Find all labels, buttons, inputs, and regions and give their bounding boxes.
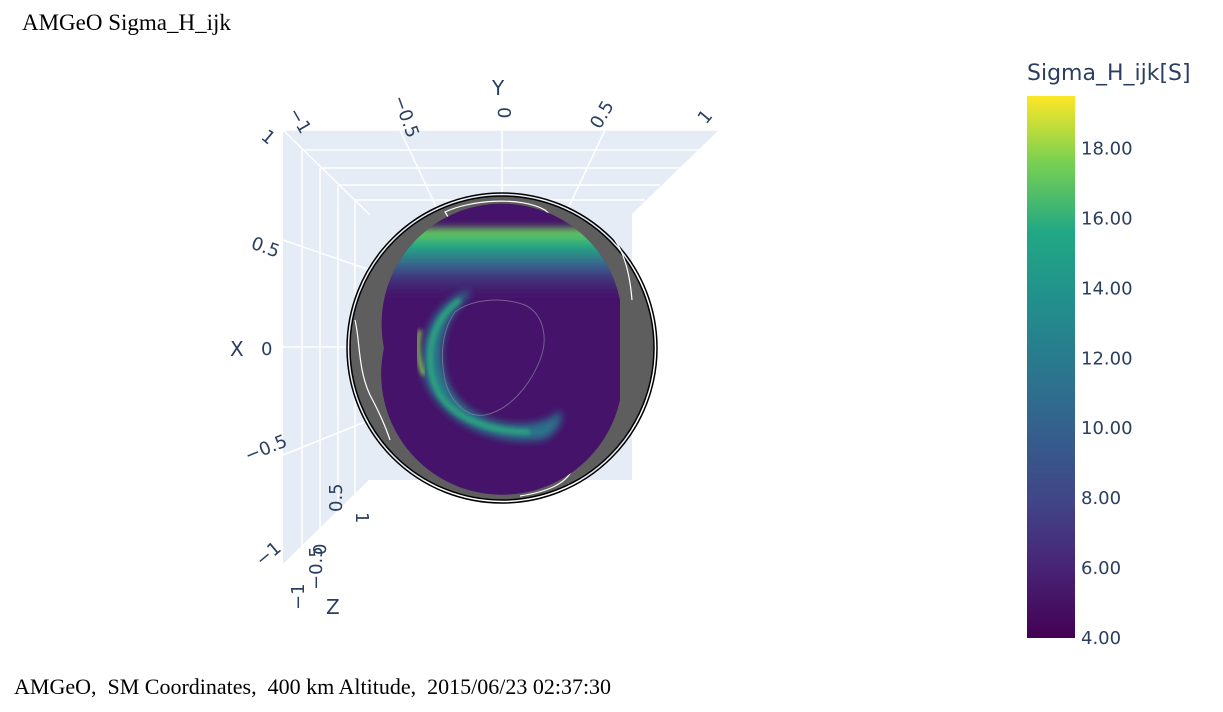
y-tick: 1 bbox=[694, 106, 717, 128]
footer-caption: AMGeO, SM Coordinates, 400 km Altitude, … bbox=[14, 674, 612, 699]
x-tick: 0 bbox=[261, 339, 272, 360]
x-top-tick: 1 bbox=[257, 126, 279, 149]
z-tick: −0.5 bbox=[306, 546, 327, 590]
chart-title: AMGeO Sigma_H_ijk bbox=[22, 10, 231, 35]
colorbar-tick-label: 10.00 bbox=[1081, 418, 1133, 439]
x-axis-title: X bbox=[230, 337, 244, 361]
heatmap-cap[interactable] bbox=[381, 203, 624, 495]
z-tick: 1 bbox=[351, 512, 372, 523]
z-axis-title: Z bbox=[326, 595, 340, 619]
colorbar-tick-label: 14.00 bbox=[1081, 278, 1133, 299]
y-tick: 0.5 bbox=[586, 97, 619, 132]
colorbar-tick-label: 6.00 bbox=[1081, 558, 1121, 579]
colorbar-gradient bbox=[1027, 96, 1075, 638]
z-tick: 0 bbox=[310, 544, 331, 555]
colorbar-ticks: 4.00 6.00 8.00 10.00 12.00 14.00 16.00 18.00 bbox=[1081, 138, 1133, 649]
colorbar: Sigma_H_ijk[S] 4.00 6.00 8.00 10.00 12.00 14.… bbox=[1027, 61, 1191, 649]
z-axis: Z 1 0.5 0 −0.5 −1 bbox=[288, 483, 372, 619]
y-tick: 0 bbox=[493, 107, 514, 118]
z-tick: −1 bbox=[288, 583, 309, 610]
colorbar-tick-label: 18.00 bbox=[1081, 138, 1133, 159]
x-axis: X 1 0.5 0 −0.5 −1 bbox=[230, 126, 290, 571]
colorbar-tick-label: 4.00 bbox=[1081, 628, 1121, 649]
colorbar-tick-label: 12.00 bbox=[1081, 348, 1133, 369]
x-tick: 0.5 bbox=[248, 233, 282, 263]
outer-ring bbox=[346, 192, 658, 504]
z-tick: 0.5 bbox=[326, 483, 347, 512]
colorbar-tick-label: 8.00 bbox=[1081, 488, 1121, 509]
y-axis-title: Y bbox=[491, 76, 505, 100]
colorbar-title: Sigma_H_ijk[S] bbox=[1027, 61, 1191, 86]
x-tick: −1 bbox=[252, 538, 286, 571]
colorbar-tick-label: 16.00 bbox=[1081, 208, 1133, 229]
